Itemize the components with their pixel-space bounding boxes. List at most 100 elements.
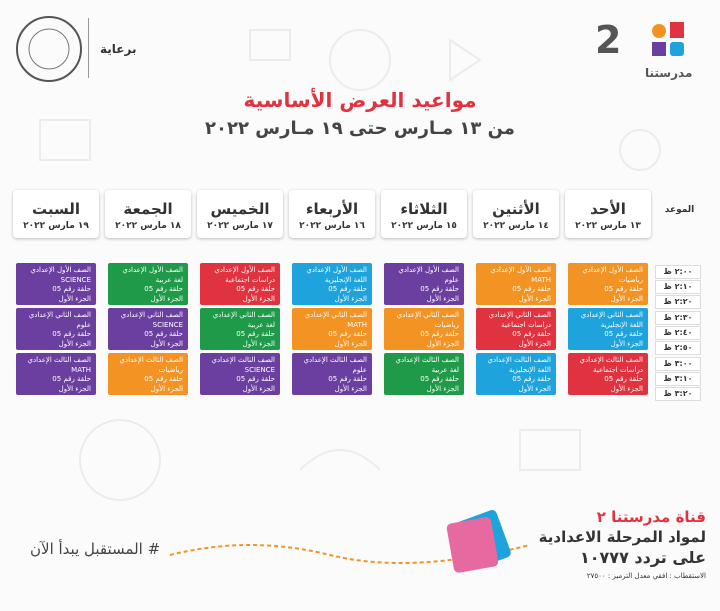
title: مواعيد العرض الأساسية — [243, 88, 477, 112]
program-episode: حلقة رقم 05 — [52, 375, 91, 383]
program-cell: الصف الثالث الإعدادي SCIENCE حلقة رقم 05 ال… — [200, 353, 280, 395]
time-slot: ٢:٣٠ ظ — [655, 311, 701, 325]
program-grade: الصف الأول الإعدادي — [214, 266, 275, 274]
program-grade: الصف الثاني الإعدادي — [304, 311, 367, 319]
program-episode: حلقة رقم 05 — [328, 285, 367, 293]
program-episode: حلقة رقم 05 — [144, 375, 183, 383]
program-subject: لغة عربية — [247, 320, 275, 329]
program-cell: الصف الثالث الإعدادي علوم حلقة رقم 05 الجزء… — [292, 353, 372, 395]
day-name: الأربعاء — [305, 200, 359, 218]
program-grade: الصف الأول الإعدادي — [30, 266, 91, 274]
program-episode: حلقة رقم 05 — [52, 330, 91, 338]
program-part: الجزء الأول — [334, 384, 367, 393]
program-subject: دراسات اجتماعية — [501, 320, 551, 329]
program-subject: اللغة الإنجليزية — [508, 365, 551, 374]
program-episode: حلقة رقم 05 — [512, 330, 551, 338]
time-slot: ٢:١٠ ظ — [655, 280, 701, 294]
program-episode: حلقة رقم 05 — [236, 330, 275, 338]
program-subject: دراسات اجتماعية — [225, 275, 275, 284]
program-grade: الصف الأول الإعدادي — [398, 266, 459, 274]
program-cell: الصف الثالث الإعدادي اللغة الإنجليزية حلقة… — [476, 353, 556, 395]
time-slot: ٣:١٠ ظ — [655, 372, 701, 386]
stage: لمواد المرحلة الاعدادية — [538, 528, 706, 546]
program-grade: الصف الثاني الإعدادي — [580, 311, 643, 319]
frequency: على تردد ١٠٧٧٧ — [580, 548, 706, 567]
program-grade: الصف الثالث الإعدادي — [27, 356, 91, 364]
program-episode: حلقة رقم 05 — [52, 285, 91, 293]
program-cell: الصف الثالث الإعدادي دراسات اجتماعية حلقة … — [568, 353, 648, 395]
day-name: السبت — [31, 200, 81, 218]
program-part: الجزء الأول — [58, 339, 91, 348]
notebook-icon — [446, 510, 511, 573]
program-episode: حلقة رقم 05 — [328, 375, 367, 383]
ministry-logo — [16, 16, 82, 82]
program-cell: الصف الثالث الإعدادي MATH حلقة رقم 05 الجزء… — [16, 353, 96, 395]
program-subject: علوم — [444, 275, 459, 284]
program-subject: MATH — [71, 365, 91, 374]
brand-logo — [652, 22, 684, 56]
program-episode: حلقة رقم 05 — [420, 285, 459, 293]
program-subject: علوم — [76, 320, 91, 329]
program-part: الجزء الأول — [518, 294, 551, 303]
day-date: ١٨ مارس ٢٠٢٢ — [115, 221, 181, 231]
day-header: السبت ١٩ مارس ٢٠٢٢ — [13, 190, 99, 238]
program-part: الجزء الأول — [610, 339, 643, 348]
program-part: الجزء الأول — [150, 294, 183, 303]
program-grade: الصف الثاني الإعدادي — [212, 311, 275, 319]
program-part: الجزء الأول — [426, 384, 459, 393]
program-grade: الصف الثالث الإعدادي — [211, 356, 275, 364]
signal: الاستقطاب : افقي معدل الترميز : ٢٧٥٠٠ — [586, 572, 706, 580]
channel: قناة مدرستنا ٢ — [596, 508, 706, 526]
program-grade: الصف الثاني الإعدادي — [488, 311, 551, 319]
program-episode: حلقة رقم 05 — [512, 285, 551, 293]
program-subject: لغة عربية — [155, 275, 183, 284]
time-header: الموعد — [664, 205, 695, 215]
program-episode: حلقة رقم 05 — [604, 375, 643, 383]
program-grade: الصف الأول الإعدادي — [490, 266, 551, 274]
program-cell: الصف الأول الإعدادي MATH حلقة رقم 05 الجزء … — [476, 263, 556, 305]
program-grade: الصف الأول الإعدادي — [122, 266, 183, 274]
program-episode: حلقة رقم 05 — [144, 330, 183, 338]
sponsor: برعاية — [100, 42, 137, 56]
program-part: الجزء الأول — [518, 339, 551, 348]
program-part: الجزء الأول — [610, 384, 643, 393]
day-name: الجمعة — [123, 200, 173, 218]
program-part: الجزء الأول — [58, 384, 91, 393]
program-part: الجزء الأول — [426, 294, 459, 303]
time-slot: ٢:٠٠ ظ — [655, 265, 701, 279]
program-subject: MATH — [347, 320, 367, 329]
program-grade: الصف الثالث الإعدادي — [119, 356, 183, 364]
program-grade: الصف الثالث الإعدادي — [303, 356, 367, 364]
time-slot: ٢:٥٠ ظ — [655, 341, 701, 355]
time-slot: ٢:٢٠ ظ — [655, 295, 701, 309]
program-cell: الصف الأول الإعدادي اللغة الإنجليزية حلقة … — [292, 263, 372, 305]
program-part: الجزء الأول — [610, 294, 643, 303]
program-subject: لغة عربية — [431, 365, 459, 374]
program-cell: الصف الثاني الإعدادي MATH حلقة رقم 05 الجزء… — [292, 308, 372, 350]
program-cell: الصف الأول الإعدادي SCIENCE حلقة رقم 05 الج… — [16, 263, 96, 305]
day-header: الثلاثاء ١٥ مارس ٢٠٢٢ — [381, 190, 467, 238]
program-grade: الصف الثاني الإعدادي — [120, 311, 183, 319]
program-part: الجزء الأول — [150, 339, 183, 348]
time-slot: ٣:٠٠ ظ — [655, 357, 701, 371]
program-grade: الصف الثالث الإعدادي — [579, 356, 643, 364]
program-part: الجزء الأول — [58, 294, 91, 303]
program-subject: SCIENCE — [152, 320, 183, 329]
day-date: ١٦ مارس ٢٠٢٢ — [299, 221, 365, 231]
program-cell: الصف الثالث الإعدادي لغة عربية حلقة رقم 05… — [384, 353, 464, 395]
program-part: الجزء الأول — [518, 384, 551, 393]
program-episode: حلقة رقم 05 — [236, 375, 275, 383]
divider — [88, 18, 89, 78]
day-date: ١٣ مارس ٢٠٢٢ — [575, 221, 641, 231]
program-cell: الصف الثاني الإعدادي رياضيات حلقة رقم 05 ال… — [384, 308, 464, 350]
program-cell: الصف الثاني الإعدادي لغة عربية حلقة رقم 05… — [200, 308, 280, 350]
program-episode: حلقة رقم 05 — [420, 375, 459, 383]
program-grade: الصف الأول الإعدادي — [582, 266, 643, 274]
program-cell: الصف الأول الإعدادي رياضيات حلقة رقم 05 الج… — [568, 263, 648, 305]
program-part: الجزء الأول — [150, 384, 183, 393]
time-slot: ٢:٤٠ ظ — [655, 326, 701, 340]
program-cell: الصف الثاني الإعدادي علوم حلقة رقم 05 الجزء… — [16, 308, 96, 350]
program-subject: علوم — [352, 365, 367, 374]
